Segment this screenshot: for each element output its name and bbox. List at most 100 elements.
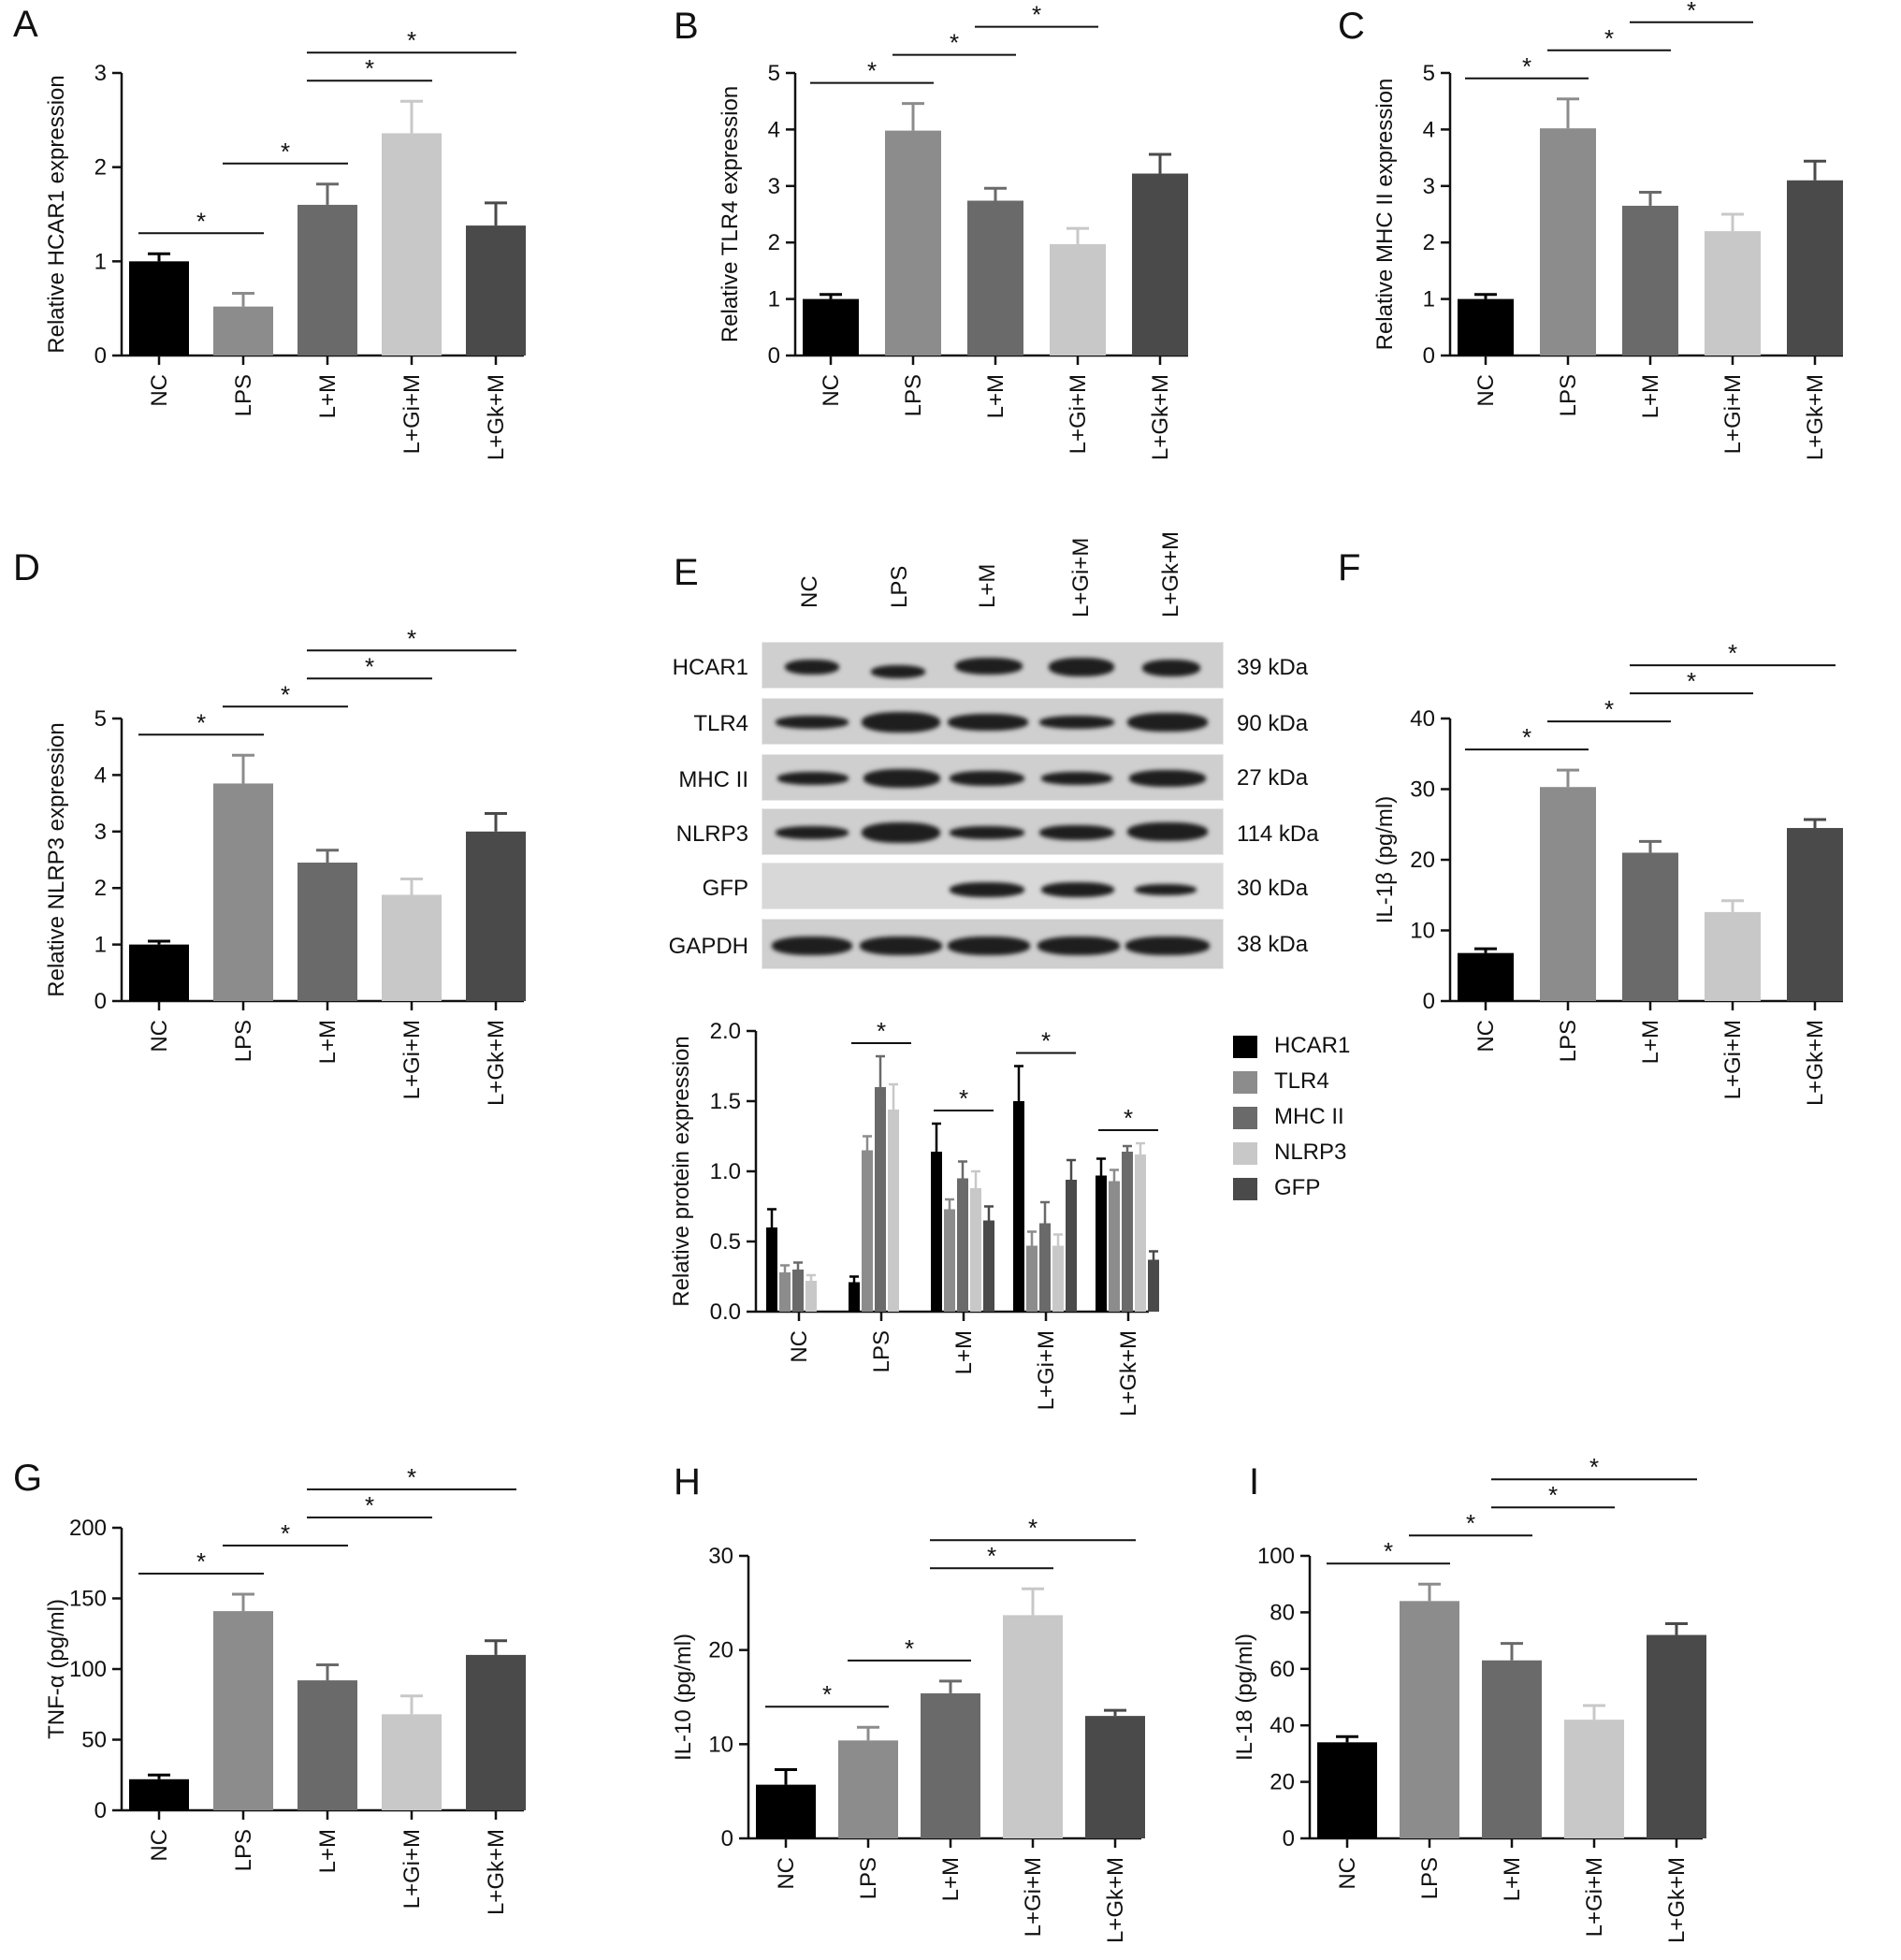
band — [948, 936, 1030, 955]
band — [1038, 936, 1120, 955]
legend-label: NLRP3 — [1274, 1140, 1347, 1165]
x-tick-label: NC — [147, 374, 172, 407]
y-tick-label: 1 — [94, 249, 107, 274]
band — [1041, 772, 1112, 785]
significance-star: * — [1522, 52, 1531, 80]
blot-kda-label: 90 kDa — [1237, 711, 1309, 736]
significance-star: * — [365, 54, 374, 82]
band — [1041, 882, 1114, 897]
y-tick-label: 4 — [1423, 117, 1435, 142]
x-tick-label: NC — [787, 1330, 812, 1363]
bar — [1050, 244, 1106, 356]
chart-a-hcar1-expression: 0 1 2 3 Relative HCAR1 expression NC LPS L+M L+G… — [44, 26, 526, 460]
bar — [1540, 128, 1596, 356]
bar — [129, 261, 189, 356]
band — [1129, 770, 1206, 787]
band — [1039, 716, 1114, 729]
lane-label: L+Gk+M — [1158, 530, 1183, 617]
lane-label: L+Gi+M — [1068, 537, 1094, 617]
bar — [862, 1150, 873, 1312]
x-tick-label: LPS — [1556, 374, 1581, 416]
x-tick-label: L+M — [1500, 1857, 1525, 1901]
blot-kda-label: 30 kDa — [1237, 876, 1309, 901]
bar — [1540, 787, 1596, 1001]
significance-star: * — [1687, 0, 1696, 24]
y-tick-label: 2 — [768, 230, 780, 255]
bar — [779, 1272, 791, 1312]
band — [862, 822, 940, 843]
bar — [297, 204, 357, 356]
x-tick-label: L+Gi+M — [1582, 1857, 1607, 1937]
chart-f-il1b: 0 10 20 30 40 IL-1β (pg/ml) NC LPS L+M L+Gi+M L+Gk… — [1372, 639, 1843, 1106]
bar — [792, 1270, 804, 1312]
significance-star: * — [365, 1491, 374, 1519]
significance-star: * — [407, 26, 416, 54]
x-tick-label: L+Gi+M — [399, 1020, 425, 1099]
y-tick-label: 3 — [94, 820, 107, 845]
x-tick-label: NC — [1473, 1020, 1499, 1053]
blot-kda-label: 38 kDa — [1237, 932, 1309, 957]
band — [948, 714, 1028, 731]
panel-label-f: F — [1338, 547, 1361, 588]
x-tick-label: L+M — [315, 374, 341, 418]
y-tick-label: 30 — [1410, 777, 1435, 803]
x-tick-label: NC — [147, 1020, 172, 1053]
chart-d-nlrp3-expression: 0 1 2 3 4 5 Relative NLRP3 expression NC LPS L+M L… — [44, 624, 526, 1106]
bar — [1622, 852, 1678, 1001]
significance-star: * — [1589, 1453, 1599, 1481]
blot-kda-label: 114 kDa — [1237, 821, 1319, 847]
x-tick-label: LPS — [231, 1020, 256, 1062]
lane-label: LPS — [887, 565, 912, 608]
y-axis-label: IL-18 (pg/ml) — [1232, 1633, 1257, 1761]
legend-swatch-mhc-ii — [1233, 1107, 1257, 1129]
significance-star: * — [1604, 24, 1614, 52]
band — [860, 936, 942, 955]
significance-star: * — [1728, 639, 1737, 667]
y-tick-label: 0 — [94, 343, 107, 369]
bar — [1787, 828, 1843, 1001]
bar — [849, 1282, 860, 1312]
bar — [297, 863, 357, 1001]
bar — [1647, 1634, 1706, 1838]
significance-star: * — [1124, 1104, 1133, 1132]
y-tick-label: 10 — [708, 1732, 733, 1757]
band — [1039, 825, 1114, 840]
y-tick-label: 0 — [1423, 343, 1435, 369]
y-axis-label: TNF-α (pg/ml) — [44, 1599, 69, 1739]
x-tick-label: L+M — [1638, 1020, 1663, 1064]
y-tick-label: 4 — [768, 117, 780, 142]
significance-star: * — [1028, 1514, 1038, 1542]
y-tick-label: 20 — [1410, 848, 1435, 873]
y-tick-label: 30 — [708, 1544, 733, 1569]
y-tick-label: 5 — [94, 706, 107, 732]
y-tick-label: 0.5 — [710, 1229, 741, 1255]
y-axis-label: IL-1β (pg/ml) — [1372, 796, 1398, 924]
blot-protein-label: GFP — [702, 876, 748, 901]
x-tick-label: L+Gi+M — [1066, 374, 1091, 454]
significance-star: * — [987, 1542, 996, 1570]
band — [785, 660, 839, 675]
y-tick-label: 150 — [69, 1587, 107, 1612]
panel-label-h: H — [674, 1461, 701, 1503]
band — [950, 826, 1024, 839]
bar — [970, 1188, 981, 1312]
chart-g-tnfa: 0 50 100 150 200 TNF-α (pg/ml) NC LPS L+M L+Gi+M L… — [44, 1463, 526, 1915]
y-tick-label: 2 — [1423, 230, 1435, 255]
band — [1127, 822, 1208, 841]
significance-star: * — [877, 1017, 886, 1045]
panel-label-c: C — [1338, 6, 1365, 47]
bar — [1132, 173, 1188, 356]
y-tick-label: 2 — [94, 155, 107, 181]
blot-row-mhc-ii — [762, 754, 1224, 801]
bar — [466, 225, 526, 356]
x-tick-label: NC — [819, 374, 844, 407]
bar — [1622, 205, 1678, 356]
panel-label-a: A — [13, 4, 38, 45]
bar — [1013, 1101, 1024, 1312]
bar — [944, 1209, 955, 1312]
band — [955, 658, 1023, 675]
significance-star: * — [1548, 1481, 1558, 1509]
x-tick-label: LPS — [901, 374, 926, 416]
x-tick-label: LPS — [1556, 1020, 1581, 1062]
chart-e-relative-protein-expression: 0.0 0.5 1.0 1.5 2.0 Relative protein expressi… — [669, 1017, 1159, 1416]
